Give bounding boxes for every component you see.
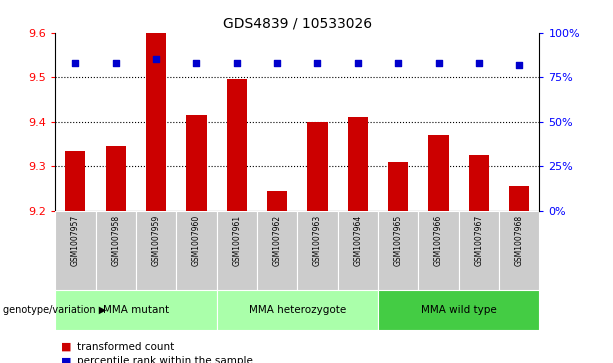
Bar <box>348 117 368 211</box>
Bar <box>307 122 327 211</box>
Text: MMA heterozygote: MMA heterozygote <box>249 305 346 315</box>
Bar <box>459 211 499 290</box>
Text: GSM1007958: GSM1007958 <box>111 215 120 266</box>
Point <box>151 57 161 62</box>
Bar <box>146 33 166 211</box>
Bar <box>65 151 85 211</box>
Text: transformed count: transformed count <box>77 342 174 352</box>
Bar <box>55 290 216 330</box>
Text: GSM1007965: GSM1007965 <box>394 215 403 266</box>
Bar <box>96 211 136 290</box>
Point <box>272 60 282 66</box>
Bar <box>418 211 459 290</box>
Text: GSM1007957: GSM1007957 <box>71 215 80 266</box>
Text: GSM1007963: GSM1007963 <box>313 215 322 266</box>
Title: GDS4839 / 10533026: GDS4839 / 10533026 <box>223 16 372 30</box>
Bar <box>55 211 96 290</box>
Text: genotype/variation ▶: genotype/variation ▶ <box>3 305 106 315</box>
Bar <box>105 146 126 211</box>
Text: GSM1007968: GSM1007968 <box>515 215 524 266</box>
Bar <box>186 115 207 211</box>
Bar <box>227 79 247 211</box>
Point <box>191 60 201 66</box>
Bar <box>297 211 338 290</box>
Point <box>474 60 484 66</box>
Text: GSM1007964: GSM1007964 <box>353 215 362 266</box>
Bar <box>216 290 378 330</box>
Bar <box>338 211 378 290</box>
Bar <box>136 211 177 290</box>
Text: GSM1007966: GSM1007966 <box>434 215 443 266</box>
Bar <box>267 191 287 211</box>
Point <box>353 60 363 66</box>
Bar <box>469 155 489 211</box>
Bar <box>378 290 539 330</box>
Text: GSM1007962: GSM1007962 <box>273 215 281 266</box>
Point <box>394 60 403 66</box>
Bar <box>378 211 419 290</box>
Text: GSM1007961: GSM1007961 <box>232 215 242 266</box>
Bar <box>428 135 449 211</box>
Point <box>514 62 524 68</box>
Text: ■: ■ <box>61 342 72 352</box>
Text: MMA wild type: MMA wild type <box>421 305 497 315</box>
Bar <box>177 211 216 290</box>
Text: MMA mutant: MMA mutant <box>103 305 169 315</box>
Text: ■: ■ <box>61 356 72 363</box>
Bar <box>216 211 257 290</box>
Bar <box>257 211 297 290</box>
Point <box>433 60 443 66</box>
Text: percentile rank within the sample: percentile rank within the sample <box>77 356 253 363</box>
Point <box>313 60 322 66</box>
Bar <box>388 162 408 211</box>
Point <box>232 60 242 66</box>
Point <box>111 60 121 66</box>
Bar <box>499 211 539 290</box>
Text: GSM1007967: GSM1007967 <box>474 215 484 266</box>
Point <box>70 60 80 66</box>
Text: GSM1007959: GSM1007959 <box>151 215 161 266</box>
Bar <box>509 186 530 211</box>
Text: GSM1007960: GSM1007960 <box>192 215 201 266</box>
